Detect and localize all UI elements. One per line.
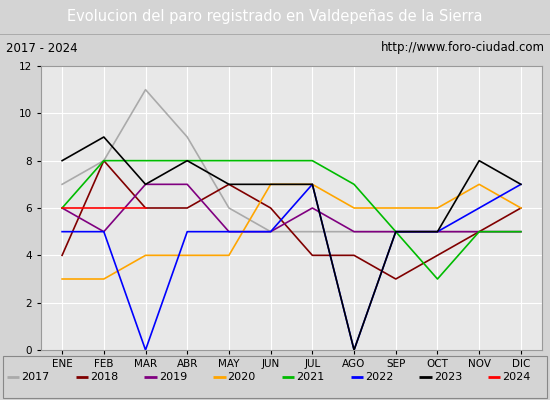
- Text: http://www.foro-ciudad.com: http://www.foro-ciudad.com: [381, 42, 544, 54]
- Text: 2020: 2020: [228, 372, 256, 382]
- Text: 2022: 2022: [365, 372, 393, 382]
- Text: 2017: 2017: [21, 372, 50, 382]
- Text: 2017 - 2024: 2017 - 2024: [6, 42, 77, 54]
- Text: 2023: 2023: [434, 372, 462, 382]
- Text: 2021: 2021: [296, 372, 324, 382]
- Text: 2024: 2024: [503, 372, 531, 382]
- Text: 2018: 2018: [90, 372, 118, 382]
- Text: 2019: 2019: [159, 372, 187, 382]
- Text: Evolucion del paro registrado en Valdepeñas de la Sierra: Evolucion del paro registrado en Valdepe…: [67, 10, 483, 24]
